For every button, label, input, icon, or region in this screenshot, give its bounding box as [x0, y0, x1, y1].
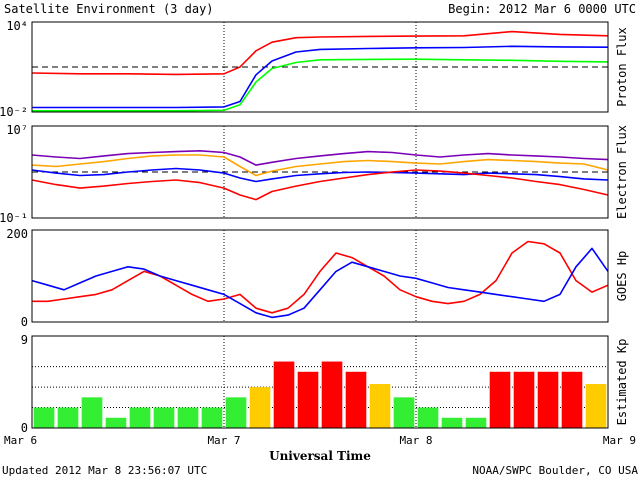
kp-bar [417, 407, 439, 428]
kp-bar [345, 371, 367, 428]
y-tick-top: 200 [6, 227, 28, 241]
y-tick-top: 10⁴ [6, 19, 28, 33]
x-tick-label: Mar 6 [4, 434, 37, 447]
estimated-kp-panel: 9 0 Estimated Kp [21, 333, 629, 435]
kp-bar [561, 371, 583, 428]
kp-bar [57, 407, 79, 428]
panels: 10⁴ 10⁻² Proton Flux 10⁷ 10⁻¹ Electron Flux 20… [0, 19, 629, 435]
orange-series-line [31, 154, 609, 177]
kp-bar [297, 371, 319, 428]
red-series-line [31, 30, 609, 76]
y-axis-label: GOES Hp [615, 251, 629, 302]
kp-bar [201, 407, 223, 428]
kp-bar [441, 417, 463, 428]
source-credit: NOAA/SWPC Boulder, CO USA [472, 464, 638, 477]
proton-flux-panel: 10⁴ 10⁻² Proton Flux [0, 19, 629, 119]
kp-bar [393, 397, 415, 428]
kp-bar [33, 407, 55, 428]
y-axis-label: Estimated Kp [615, 339, 629, 426]
kp-bar [249, 387, 271, 428]
kp-bar [513, 371, 535, 428]
panel-frame [31, 21, 609, 113]
y-axis-label: Electron Flux [615, 125, 629, 219]
begin-time: Begin: 2012 Mar 6 0000 UTC [448, 2, 636, 16]
kp-bar [153, 407, 175, 428]
purple-series-line [31, 150, 609, 166]
blue-series-line [31, 247, 609, 319]
y-tick-bottom: 10⁻¹ [0, 211, 28, 225]
y-tick-bottom: 0 [21, 421, 28, 435]
goes-hp-panel: 200 0 GOES Hp [6, 227, 629, 329]
y-tick-bottom: 0 [21, 315, 28, 329]
red-series-line [32, 240, 609, 314]
kp-bar [177, 407, 199, 428]
kp-bar [585, 384, 607, 428]
x-tick-label: Mar 8 [399, 434, 432, 447]
x-tick-label: Mar 7 [207, 434, 240, 447]
panel-frame [31, 229, 609, 323]
kp-bar [537, 371, 559, 428]
kp-bar [489, 371, 511, 428]
panel-frame [31, 125, 609, 219]
y-tick-top: 9 [21, 333, 28, 347]
kp-bar [129, 407, 151, 428]
kp-bar [321, 361, 343, 428]
x-tick-label: Mar 9 [603, 434, 636, 447]
kp-bar [465, 417, 487, 428]
electron-flux-panel: 10⁷ 10⁻¹ Electron Flux [0, 123, 629, 225]
x-axis-label: Universal Time [269, 449, 371, 463]
y-tick-bottom: 10⁻² [0, 105, 28, 119]
blue-series-line [32, 45, 609, 109]
updated-timestamp: Updated 2012 Mar 8 23:56:07 UTC [2, 464, 207, 477]
kp-bar [225, 397, 247, 428]
panel-frame [31, 335, 609, 429]
y-axis-label: Proton Flux [615, 27, 629, 106]
kp-bar [369, 384, 391, 428]
chart-title: Satellite Environment (3 day) [4, 2, 214, 16]
green-series-line [32, 58, 609, 112]
y-tick-top: 10⁷ [6, 123, 28, 137]
kp-bar [273, 361, 295, 428]
kp-bar [81, 397, 103, 428]
red-series-line [31, 169, 609, 201]
kp-bar [105, 417, 127, 428]
x-axis: Mar 6 Mar 7 Mar 8 Mar 9 [4, 434, 636, 447]
blue-series-line [31, 167, 609, 183]
